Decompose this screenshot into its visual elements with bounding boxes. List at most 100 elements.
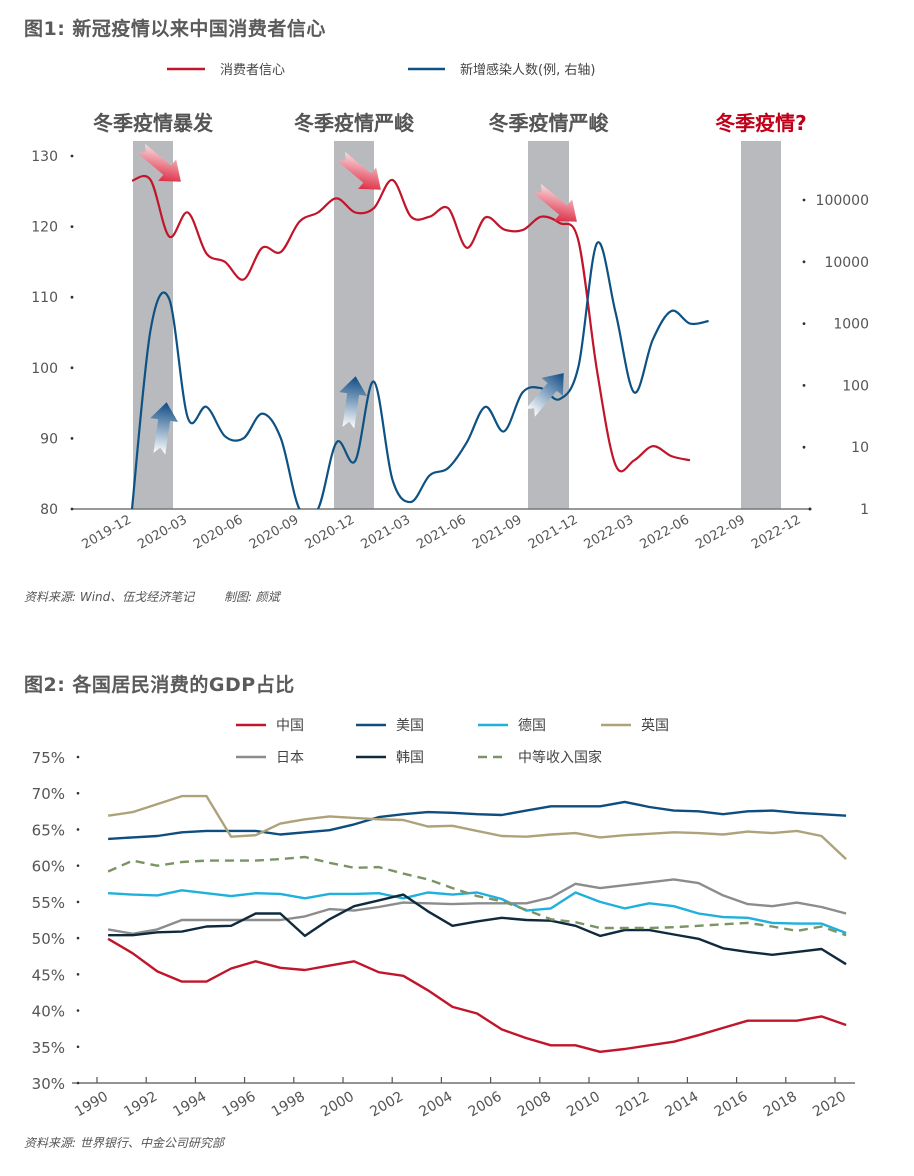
y-left-tick-label: 90 [40, 431, 58, 447]
annotation-label: 冬季疫情严峻 [294, 111, 415, 135]
x-tick-label: 2014 [663, 1089, 702, 1121]
chart1-source-text: 资料来源: Wind、伍戈经济笔记 [24, 590, 195, 604]
y-tick-mark [76, 828, 80, 831]
red-arrow-shape [337, 151, 381, 190]
blue-arrow-shape [525, 373, 564, 417]
y-right-tick-mark [802, 322, 806, 325]
highlight-band [741, 141, 781, 509]
chart1-plot: 130 120 110 100 90 80 100000 10000 1000 100 10 1 201… [31, 62, 869, 553]
y-right-tick-mark [802, 384, 806, 387]
x-tick-label: 2020-03 [135, 512, 190, 552]
x-tick-label: 2020-06 [191, 512, 246, 552]
y-tick-mark [76, 900, 80, 904]
blue-arrow-shape [339, 376, 367, 429]
y-right-tick-label: 1000 [833, 317, 869, 333]
y-right-tick-label: 100 [842, 378, 869, 394]
y-tick-label: 45% [32, 966, 65, 984]
y-tick-label: 70% [32, 785, 65, 803]
y-tick-label: 75% [32, 749, 65, 767]
x-tick-label: 2021-12 [526, 512, 581, 552]
y-tick-label: 65% [32, 821, 65, 839]
x-tick-label: 2010 [564, 1089, 603, 1121]
annotation-label: 冬季疫情暴发 [93, 111, 214, 135]
y-right-tick-label: 1 [860, 502, 869, 518]
up-arrow-icon [525, 373, 564, 417]
y-right-tick-mark [802, 445, 806, 449]
y-tick-label: 30% [32, 1075, 65, 1093]
chart2-title: 图2: 各国居民消费的GDP占比 [24, 674, 295, 696]
x-tick-label: 2006 [466, 1089, 505, 1121]
y-left-tick-mark [70, 437, 74, 440]
series-line-6 [107, 855, 847, 937]
legend-label: 美国 [396, 718, 424, 734]
series-line-2 [108, 889, 847, 935]
chart1-source: 资料来源: Wind、伍戈经济笔记 制图: 颜斌 [24, 588, 280, 605]
annotation-label: 冬季疫情严峻 [489, 111, 610, 135]
legend-label: 中等收入国家 [518, 749, 602, 766]
x-tick-label: 2022-03 [582, 512, 637, 552]
new-infections-line [130, 241, 709, 509]
x-tick-label: 2004 [417, 1089, 456, 1121]
x-tick-label: 2021-03 [358, 512, 413, 552]
x-tick-label: 2016 [712, 1089, 751, 1121]
consumer-confidence-line [131, 175, 691, 473]
up-arrow-icon [339, 376, 367, 429]
x-tick-label: 1998 [269, 1089, 308, 1121]
y-left-tick-mark [70, 507, 74, 511]
y-right-tick-mark [802, 260, 806, 264]
x-tick-label: 1994 [171, 1089, 210, 1121]
y-tick-label: 40% [32, 1003, 65, 1021]
highlight-band [133, 141, 173, 509]
chart1-title: 图1: 新冠疫情以来中国消费者信心 [24, 18, 326, 40]
y-tick-label: 50% [32, 930, 65, 948]
y-tick-mark [76, 973, 80, 976]
chart1-credit-text: 制图: 颜斌 [223, 590, 280, 604]
axis-end-dot [808, 507, 812, 511]
x-tick-label: 2020 [810, 1089, 849, 1121]
legend-label: 中国 [276, 718, 304, 734]
x-tick-label: 2012 [613, 1089, 652, 1121]
legend-label: 英国 [641, 717, 669, 734]
red-arrow-shape [137, 143, 181, 182]
y-right-tick-label: 10 [851, 440, 869, 456]
series-line-4 [107, 878, 847, 936]
chart2-source: 资料来源: 世界银行、中金公司研究部 [24, 1136, 224, 1150]
down-arrow-icon [137, 143, 181, 182]
x-tick-label: 2022-06 [637, 512, 692, 552]
y-left-tick-mark [70, 225, 74, 229]
legend-label: 日本 [276, 750, 304, 766]
legend-label: 韩国 [396, 750, 424, 766]
y-right-tick-label: 100000 [816, 193, 869, 209]
x-tick-label: 2008 [515, 1089, 554, 1121]
x-tick-label: 1996 [220, 1089, 259, 1121]
legend-label-new-infections: 新增感染人数(例, 右轴) [460, 62, 595, 78]
y-tick-mark [76, 936, 80, 940]
y-tick-label: 60% [32, 858, 65, 876]
y-tick-mark [76, 1009, 80, 1012]
y-tick-mark [76, 864, 80, 867]
y-left-tick-label: 80 [40, 502, 58, 518]
x-tick-label: 1992 [121, 1089, 160, 1121]
x-tick-label: 2019-12 [79, 512, 134, 552]
y-tick-mark [76, 1081, 80, 1085]
series-line-1 [108, 800, 847, 841]
y-left-tick-mark [70, 154, 74, 158]
x-tick-label: 1990 [72, 1089, 111, 1121]
y-left-tick-mark [70, 295, 74, 299]
series-line-0 [107, 937, 847, 1053]
x-tick-label: 2022-12 [749, 512, 804, 552]
x-tick-label: 2021-09 [470, 512, 525, 552]
annotation-label: 冬季疫情? [715, 111, 807, 135]
highlight-band [334, 141, 374, 509]
x-tick-label: 2020-12 [303, 512, 358, 552]
y-right-tick-mark [802, 198, 806, 202]
y-tick-mark [76, 1045, 80, 1049]
legend-label-consumer-confidence: 消费者信心 [220, 63, 285, 78]
y-left-tick-mark [70, 366, 74, 370]
x-tick-label: 2018 [761, 1089, 800, 1121]
y-left-tick-label: 110 [31, 290, 58, 306]
y-tick-mark [76, 791, 80, 795]
y-tick-mark [76, 755, 80, 759]
x-tick-label: 2002 [367, 1089, 406, 1121]
